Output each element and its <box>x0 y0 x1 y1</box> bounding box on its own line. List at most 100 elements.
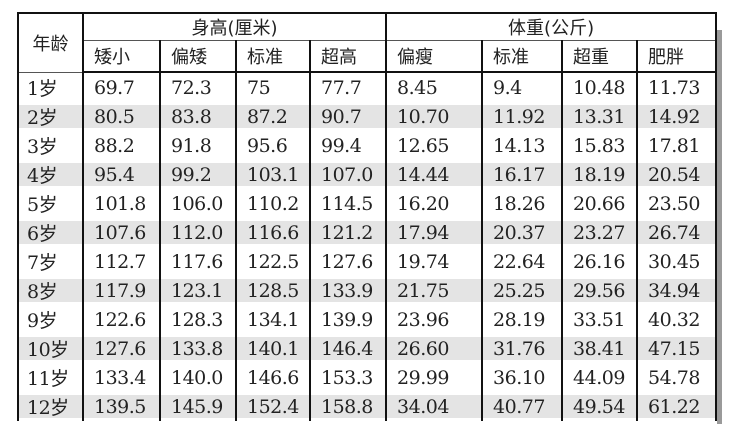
value-cell: 61.22 <box>636 392 718 421</box>
value-cell: 107.6 <box>82 218 161 247</box>
table-row: 10岁 127.6 133.8 140.1 146.4 26.60 31.76 38.41 47… <box>17 334 718 363</box>
value-cell: 40.32 <box>636 305 718 334</box>
value-cell: 134.1 <box>235 305 311 334</box>
value-cell: 117.6 <box>159 247 237 276</box>
value-cell: 116.6 <box>235 218 311 247</box>
value-cell: 36.10 <box>481 363 564 392</box>
value-cell: 16.17 <box>481 160 564 189</box>
value-cell: 128.3 <box>159 305 237 334</box>
value-cell: 20.54 <box>636 160 718 189</box>
value-cell: 140.0 <box>159 363 237 392</box>
table-row: 1岁 69.7 72.3 75 77.7 8.45 9.4 10.48 11.73 <box>17 72 718 102</box>
value-cell: 26.74 <box>636 218 718 247</box>
value-cell: 90.7 <box>308 102 388 131</box>
value-cell: 17.94 <box>385 218 484 247</box>
age-cell: 12岁 <box>17 392 84 421</box>
value-cell: 128.5 <box>235 276 311 305</box>
value-cell: 72.3 <box>159 72 237 102</box>
value-cell: 29.99 <box>385 363 484 392</box>
value-cell: 22.64 <box>481 247 564 276</box>
value-cell: 80.5 <box>82 102 161 131</box>
value-cell: 11.73 <box>636 72 718 102</box>
value-cell: 139.9 <box>308 305 388 334</box>
value-cell: 112.0 <box>159 218 237 247</box>
age-cell: 6岁 <box>17 218 84 247</box>
value-cell: 88.2 <box>82 131 161 160</box>
table-row: 6岁 107.6 112.0 116.6 121.2 17.94 20.37 23.27 26.… <box>17 218 718 247</box>
age-cell: 5岁 <box>17 189 84 218</box>
value-cell: 12.65 <box>385 131 484 160</box>
value-cell: 23.27 <box>561 218 639 247</box>
value-cell: 34.94 <box>636 276 718 305</box>
value-cell: 152.4 <box>235 392 311 421</box>
value-cell: 20.66 <box>561 189 639 218</box>
age-cell: 10岁 <box>17 334 84 363</box>
value-cell: 28.19 <box>481 305 564 334</box>
scrollbar[interactable] <box>717 30 722 424</box>
age-cell: 3岁 <box>17 131 84 160</box>
age-cell: 11岁 <box>17 363 84 392</box>
value-cell: 49.54 <box>561 392 639 421</box>
value-cell: 91.8 <box>159 131 237 160</box>
value-cell: 122.6 <box>82 305 161 334</box>
value-cell: 44.09 <box>561 363 639 392</box>
value-cell: 17.81 <box>636 131 718 160</box>
value-cell: 30.45 <box>636 247 718 276</box>
value-cell: 19.74 <box>385 247 484 276</box>
value-cell: 20.37 <box>481 218 564 247</box>
table-row: 2岁 80.5 83.8 87.2 90.7 10.70 11.92 13.31 14.92 <box>17 102 718 131</box>
table-row: 5岁 101.8 106.0 110.2 114.5 16.20 18.26 20.66 23.… <box>17 189 718 218</box>
column-header: 超重 <box>561 40 639 73</box>
value-cell: 9.4 <box>481 72 564 102</box>
value-cell: 40.77 <box>481 392 564 421</box>
column-header: 肥胖 <box>636 40 718 73</box>
value-cell: 99.2 <box>159 160 237 189</box>
value-cell: 101.8 <box>82 189 161 218</box>
value-cell: 158.8 <box>308 392 388 421</box>
value-cell: 133.4 <box>82 363 161 392</box>
value-cell: 127.6 <box>82 334 161 363</box>
weight-group-header: 体重(公斤) <box>385 12 718 41</box>
age-cell: 4岁 <box>17 160 84 189</box>
value-cell: 23.96 <box>385 305 484 334</box>
table-row: 3岁 88.2 91.8 95.6 99.4 12.65 14.13 15.83 17.81 <box>17 131 718 160</box>
value-cell: 75 <box>235 72 311 102</box>
value-cell: 117.9 <box>82 276 161 305</box>
value-cell: 69.7 <box>82 72 161 102</box>
value-cell: 139.5 <box>82 392 161 421</box>
value-cell: 112.7 <box>82 247 161 276</box>
value-cell: 133.9 <box>308 276 388 305</box>
value-cell: 25.25 <box>481 276 564 305</box>
value-cell: 23.50 <box>636 189 718 218</box>
value-cell: 14.44 <box>385 160 484 189</box>
value-cell: 121.2 <box>308 218 388 247</box>
value-cell: 122.5 <box>235 247 311 276</box>
age-cell: 1岁 <box>17 72 84 102</box>
value-cell: 123.1 <box>159 276 237 305</box>
table-row: 7岁 112.7 117.6 122.5 127.6 19.74 22.64 26.16 30.… <box>17 247 718 276</box>
value-cell: 106.0 <box>159 189 237 218</box>
value-cell: 54.78 <box>636 363 718 392</box>
value-cell: 26.60 <box>385 334 484 363</box>
column-header: 标准 <box>481 40 564 73</box>
age-cell: 7岁 <box>17 247 84 276</box>
value-cell: 29.56 <box>561 276 639 305</box>
value-cell: 107.0 <box>308 160 388 189</box>
value-cell: 127.6 <box>308 247 388 276</box>
value-cell: 26.16 <box>561 247 639 276</box>
value-cell: 34.04 <box>385 392 484 421</box>
table-row: 12岁 139.5 145.9 152.4 158.8 34.04 40.77 49.54 61… <box>17 392 718 421</box>
value-cell: 153.3 <box>308 363 388 392</box>
height-group-header: 身高(厘米) <box>81 12 388 41</box>
value-cell: 13.31 <box>561 102 639 131</box>
value-cell: 145.9 <box>159 392 237 421</box>
value-cell: 95.6 <box>235 131 311 160</box>
value-cell: 15.83 <box>561 131 639 160</box>
age-cell: 8岁 <box>17 276 84 305</box>
growth-standards-table: 年龄 身高(厘米) 体重(公斤) 矮小 偏矮 标准 超高 偏瘦 标准 超重 肥胖 1岁 69.7… <box>17 12 718 421</box>
column-header: 超高 <box>308 40 388 73</box>
value-cell: 110.2 <box>235 189 311 218</box>
value-cell: 10.70 <box>385 102 484 131</box>
value-cell: 18.19 <box>561 160 639 189</box>
value-cell: 140.1 <box>235 334 311 363</box>
